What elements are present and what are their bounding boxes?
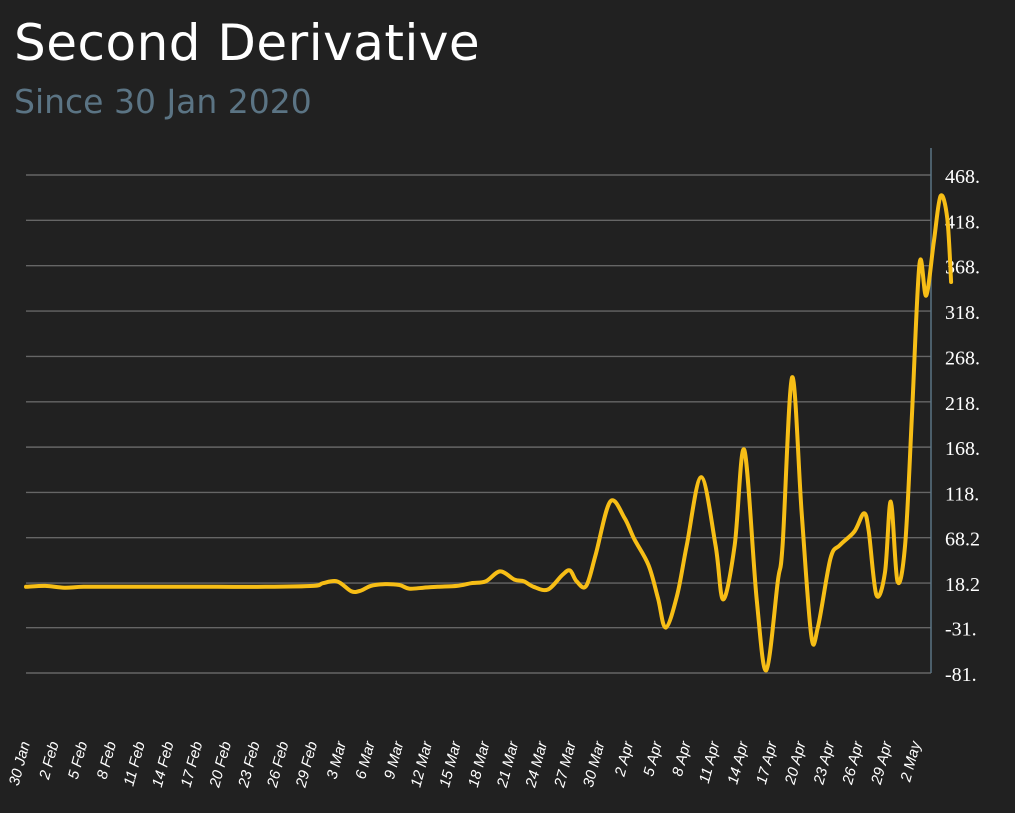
x-tick-label: 3 Mar	[324, 739, 351, 781]
x-tick-label: 14 Apr	[724, 739, 752, 787]
x-tick-label: 30 Mar	[580, 739, 609, 789]
x-tick-label: 23 Feb	[235, 740, 264, 790]
x-tick-label: 2 Apr	[611, 739, 637, 779]
x-tick-label: 2 Feb	[36, 740, 63, 782]
y-tick-label: 218.	[945, 393, 980, 415]
y-tick-label: -31.	[945, 619, 977, 641]
x-tick-label: 9 Mar	[381, 739, 408, 781]
x-tick-label: 12 Mar	[408, 739, 437, 789]
y-tick-label: 118.	[945, 483, 979, 505]
x-tick-label: 8 Feb	[94, 740, 120, 781]
y-tick-label: 418.	[945, 211, 980, 233]
grid	[26, 174, 931, 674]
x-tick-label: 14 Feb	[149, 740, 178, 790]
x-tick-label: 11 Feb	[121, 740, 149, 788]
x-tick-label: 18 Mar	[465, 739, 494, 789]
x-tick-labels: 30 Jan 2 Feb 5 Feb 8 Feb 11 Feb 14 Feb 17 Feb 2…	[6, 738, 925, 790]
chart-title: Second Derivative	[14, 14, 481, 72]
x-tick-label: 8 Apr	[669, 739, 695, 778]
x-tick-label: 20 Apr	[782, 739, 810, 787]
x-tick-label: 15 Mar	[436, 739, 465, 789]
y-tick-label: 368.	[945, 257, 980, 279]
x-tick-label: 29 Apr	[868, 739, 896, 787]
series-line	[24, 193, 954, 673]
x-tick-label: 5 Feb	[65, 740, 91, 781]
y-tick-label: -81.	[945, 664, 977, 686]
chart-subtitle: Since 30 Jan 2020	[14, 82, 312, 121]
x-tick-label: 27 Mar	[551, 739, 580, 790]
x-tick-label: 20 Feb	[206, 740, 235, 790]
x-tick-label: 2 May	[897, 738, 925, 784]
y-tick-label: 18.2	[945, 574, 980, 596]
y-tick-label: 168.	[945, 438, 980, 460]
y-tick-label: 318.	[945, 302, 980, 324]
y-tick-label: 68.2	[945, 529, 980, 551]
x-tick-label: 26 Feb	[264, 740, 293, 790]
x-tick-label: 21 Mar	[494, 739, 523, 790]
x-tick-label: 11 Apr	[696, 739, 724, 785]
x-tick-label: 29 Feb	[292, 740, 321, 790]
y-tick-labels: 468. 418. 368. 318. 268. 218. 168. 118. 68.2 18.2…	[945, 166, 980, 686]
y-tick-label: 468.	[945, 166, 980, 188]
x-tick-label: 23 Apr	[810, 739, 838, 787]
x-tick-label: 26 Apr	[839, 739, 867, 787]
x-tick-label: 24 Mar	[522, 739, 551, 790]
x-tick-label: 30 Jan	[6, 740, 34, 788]
x-tick-label: 5 Apr	[640, 739, 666, 778]
y-tick-label: 268.	[945, 347, 980, 369]
x-tick-label: 17 Apr	[753, 739, 781, 787]
x-tick-label: 17 Feb	[178, 740, 207, 790]
x-tick-label: 6 Mar	[352, 739, 379, 781]
